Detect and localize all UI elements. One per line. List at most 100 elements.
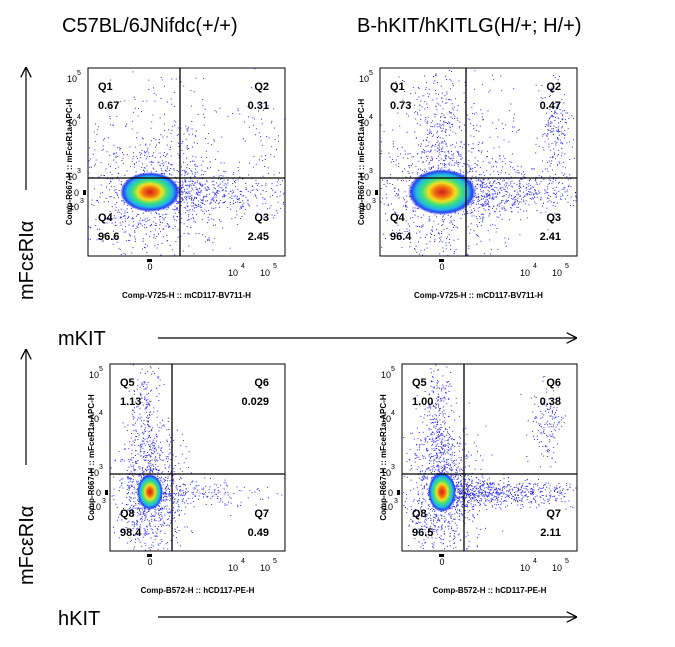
quadrant-value: 98.4	[120, 527, 142, 539]
quadrant-value: 0.73	[390, 100, 411, 112]
y-tick-1e3-exp: 3	[391, 464, 395, 471]
x-axis-label: Comp-B572-H :: hCD117-PE-H	[141, 586, 255, 595]
x-tick-1e4-exp: 4	[241, 263, 245, 270]
y-tick-1e3-exp: 3	[77, 168, 81, 175]
x-tick-mark	[439, 554, 444, 557]
y-tick-1e4-base: 10	[381, 414, 391, 424]
quadrant-name: Q2	[546, 81, 561, 93]
y-tick-neg-base: -10	[88, 502, 101, 512]
quadrant-name: Q7	[546, 508, 561, 520]
quadrant-value: 0.47	[540, 100, 561, 112]
y-tick-neg-exp: 3	[80, 198, 84, 205]
y-axis-label: Comp-R667-H :: mFceR1a-APC-H	[357, 99, 366, 225]
y-tick-1e5-exp: 5	[99, 366, 103, 373]
quadrant-value: 2.11	[540, 527, 561, 539]
y-tick-1e4-exp: 4	[391, 410, 395, 417]
x-tick-1e5-base: 10	[260, 563, 270, 573]
x-tick-1e4-base: 10	[520, 268, 530, 278]
bottom-x-label: hKIT	[58, 608, 100, 630]
y-tick-neg-base: -10	[380, 502, 393, 512]
y-axis-label: Comp-R667-H :: mFceR1a-APC-H	[87, 394, 96, 520]
bottom-y-label: mFcεRIα	[16, 506, 38, 585]
x-tick-1e4: 104	[228, 558, 245, 573]
x-tick-1e4: 104	[520, 263, 537, 278]
y-tick-neg: -103	[66, 198, 84, 212]
density-core	[120, 172, 180, 212]
quadrant-value: 0.31	[248, 100, 269, 112]
y-tick-1e5: 105	[67, 70, 81, 84]
density-core	[137, 474, 163, 510]
quadrant-name: Q7	[254, 508, 269, 520]
y-tick-1e3-base: 10	[381, 468, 391, 478]
y-tick-1e4-base: 10	[359, 118, 369, 128]
y-tick-1e5: 105	[381, 366, 395, 380]
x-tick-zero: 0	[147, 262, 152, 272]
y-tick-1e3-exp: 3	[99, 464, 103, 471]
plot-frame	[401, 363, 578, 552]
y-tick-mark	[375, 190, 378, 195]
quadrant-value: 1.00	[412, 396, 433, 408]
quadrant-value: 96.4	[390, 231, 412, 243]
plot-frame	[109, 363, 286, 552]
quadrant-name: Q6	[546, 377, 561, 389]
y-tick-neg: -103	[358, 198, 376, 212]
x-tick-mark	[147, 259, 152, 262]
y-tick-1e5: 105	[89, 366, 103, 380]
y-tick-1e5-base: 10	[67, 74, 77, 84]
quadrant-name: Q1	[98, 81, 113, 93]
x-axis-label: Comp-V725-H :: mCD117-BV711-H	[414, 291, 543, 300]
x-tick-1e4-exp: 4	[241, 558, 245, 565]
x-tick-1e5: 105	[260, 263, 277, 278]
y-tick-1e3-exp: 3	[369, 168, 373, 175]
y-tick-1e3: 103	[381, 464, 395, 478]
y-tick-1e4: 104	[67, 114, 81, 128]
quadrant-name: Q5	[412, 377, 427, 389]
x-tick-1e5-exp: 5	[273, 558, 277, 565]
y-tick-1e4: 104	[359, 114, 373, 128]
y-tick-1e4: 104	[381, 410, 395, 424]
y-tick-neg: -103	[380, 498, 398, 512]
quadrant-value: 96.6	[98, 231, 119, 243]
quadrant-value: 1.13	[120, 396, 141, 408]
y-axis-label: Comp-R667-H :: mFceR1a-APC-H	[65, 99, 74, 225]
y-tick-mark	[83, 190, 86, 195]
quadrant-name: Q4	[390, 212, 406, 224]
y-tick-1e5: 105	[359, 70, 373, 84]
y-tick-1e4-base: 10	[67, 118, 77, 128]
y-tick-zero: 0	[366, 188, 371, 198]
quadrant-value: 2.45	[248, 231, 269, 243]
y-tick-1e3-base: 10	[359, 172, 369, 182]
y-tick-mark	[105, 490, 108, 495]
x-tick-1e4-exp: 4	[533, 558, 537, 565]
quadrant-name: Q3	[546, 212, 561, 224]
column-title-right: B-hKIT/hKITLG(H/+; H/+)	[357, 15, 582, 37]
x-tick-1e5-exp: 5	[565, 263, 569, 270]
x-tick-1e4: 104	[520, 558, 537, 573]
x-tick-zero: 0	[147, 557, 152, 567]
column-title-left: C57BL/6JNifdc(+/+)	[62, 15, 238, 37]
x-tick-1e5: 105	[552, 263, 569, 278]
x-tick-1e5-exp: 5	[565, 558, 569, 565]
y-tick-1e3: 103	[67, 168, 81, 182]
quadrant-name: Q3	[254, 212, 269, 224]
x-tick-1e4-base: 10	[520, 563, 530, 573]
x-tick-1e4-base: 10	[228, 563, 238, 573]
y-tick-1e5-exp: 5	[369, 70, 373, 77]
y-tick-zero: 0	[96, 488, 101, 498]
quadrant-value: 0.49	[248, 527, 269, 539]
quadrant-name: Q2	[254, 81, 269, 93]
y-tick-1e4-exp: 4	[369, 114, 373, 121]
x-tick-1e4: 104	[228, 263, 245, 278]
quadrant-name: Q4	[98, 212, 114, 224]
y-tick-1e5-base: 10	[359, 74, 369, 84]
density-core	[408, 169, 476, 215]
x-tick-1e5-base: 10	[552, 563, 562, 573]
x-tick-1e4-exp: 4	[533, 263, 537, 270]
quadrant-name: Q8	[120, 508, 135, 520]
density-core	[428, 472, 456, 512]
x-tick-mark	[439, 259, 444, 262]
